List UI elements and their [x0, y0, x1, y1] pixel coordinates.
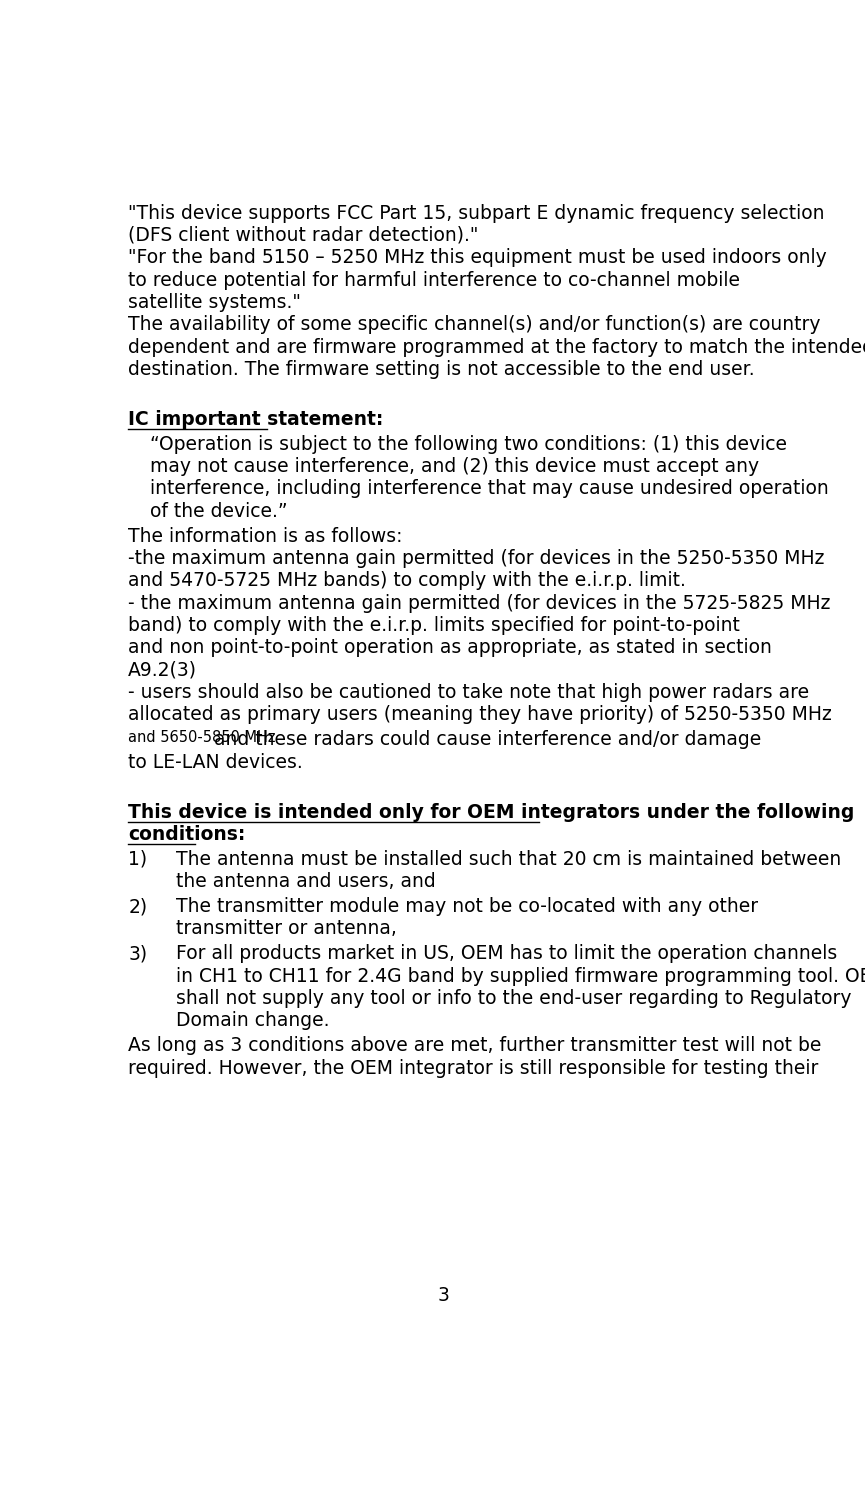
Text: to LE-LAN devices.: to LE-LAN devices. — [128, 752, 303, 772]
Text: required. However, the OEM integrator is still responsible for testing their: required. However, the OEM integrator is… — [128, 1059, 818, 1078]
Text: -the maximum antenna gain permitted (for devices in the 5250-5350 MHz: -the maximum antenna gain permitted (for… — [128, 549, 824, 568]
Text: A9.2(3): A9.2(3) — [128, 660, 197, 680]
Text: - users should also be cautioned to take note that high power radars are: - users should also be cautioned to take… — [128, 683, 810, 702]
Text: and 5650-5850 MHz: and 5650-5850 MHz — [128, 730, 276, 745]
Text: allocated as primary users (meaning they have priority) of 5250-5350 MHz: allocated as primary users (meaning they… — [128, 705, 832, 724]
Text: The availability of some specific channel(s) and/or function(s) are country: The availability of some specific channe… — [128, 315, 821, 335]
Text: in CH1 to CH11 for 2.4G band by supplied firmware programming tool. OEM: in CH1 to CH11 for 2.4G band by supplied… — [176, 967, 865, 986]
Text: As long as 3 conditions above are met, further transmitter test will not be: As long as 3 conditions above are met, f… — [128, 1036, 822, 1056]
Text: conditions:: conditions: — [128, 825, 246, 845]
Text: IC important statement:: IC important statement: — [128, 410, 383, 430]
Text: band) to comply with the e.i.r.p. limits specified for point-to-point: band) to comply with the e.i.r.p. limits… — [128, 616, 740, 635]
Text: "This device supports FCC Part 15, subpart E dynamic frequency selection: "This device supports FCC Part 15, subpa… — [128, 204, 824, 223]
Text: dependent and are firmware programmed at the factory to match the intended: dependent and are firmware programmed at… — [128, 338, 865, 357]
Text: “Operation is subject to the following two conditions: (1) this device: “Operation is subject to the following t… — [150, 434, 786, 454]
Text: For all products market in US, OEM has to limit the operation channels: For all products market in US, OEM has t… — [176, 944, 837, 964]
Text: The information is as follows:: The information is as follows: — [128, 526, 403, 546]
Text: may not cause interference, and (2) this device must accept any: may not cause interference, and (2) this… — [150, 457, 759, 476]
Text: destination. The firmware setting is not accessible to the end user.: destination. The firmware setting is not… — [128, 360, 755, 379]
Text: The antenna must be installed such that 20 cm is maintained between: The antenna must be installed such that … — [176, 849, 842, 868]
Text: transmitter or antenna,: transmitter or antenna, — [176, 919, 397, 938]
Text: interference, including interference that may cause undesired operation: interference, including interference tha… — [150, 479, 829, 498]
Text: the antenna and users, and: the antenna and users, and — [176, 871, 436, 891]
Text: of the device.”: of the device.” — [150, 501, 287, 520]
Text: This device is intended only for OEM integrators under the following: This device is intended only for OEM int… — [128, 803, 855, 822]
Text: The transmitter module may not be co-located with any other: The transmitter module may not be co-loc… — [176, 897, 759, 916]
Text: 3: 3 — [438, 1286, 449, 1306]
Text: - the maximum antenna gain permitted (for devices in the 5725-5825 MHz: - the maximum antenna gain permitted (fo… — [128, 593, 830, 613]
Text: shall not supply any tool or info to the end-user regarding to Regulatory: shall not supply any tool or info to the… — [176, 989, 852, 1008]
Text: 3): 3) — [128, 944, 147, 964]
Text: satellite systems.": satellite systems." — [128, 293, 301, 312]
Text: 2): 2) — [128, 897, 147, 916]
Text: and 5470-5725 MHz bands) to comply with the e.i.r.p. limit.: and 5470-5725 MHz bands) to comply with … — [128, 571, 686, 590]
Text: and these radars could cause interference and/or damage: and these radars could cause interferenc… — [208, 730, 761, 749]
Text: 1): 1) — [128, 849, 147, 868]
Text: "For the band 5150 – 5250 MHz this equipment must be used indoors only: "For the band 5150 – 5250 MHz this equip… — [128, 248, 827, 268]
Text: and non point-to-point operation as appropriate, as stated in section: and non point-to-point operation as appr… — [128, 638, 772, 657]
Text: to reduce potential for harmful interference to co-channel mobile: to reduce potential for harmful interfer… — [128, 271, 740, 290]
Text: Domain change.: Domain change. — [176, 1011, 330, 1030]
Text: (DFS client without radar detection).": (DFS client without radar detection)." — [128, 226, 478, 245]
